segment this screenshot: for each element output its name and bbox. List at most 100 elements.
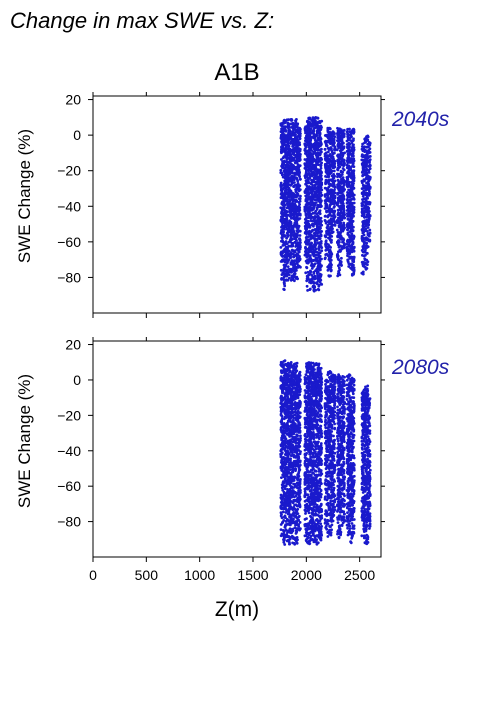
scatter-point-2040s xyxy=(324,164,327,168)
scatter-point-2080s xyxy=(279,501,283,504)
scatter-point-2040s xyxy=(341,245,345,248)
scatter-point-2080s xyxy=(284,474,288,478)
scatter-point-2040s xyxy=(297,197,301,201)
scatter-point-2040s xyxy=(310,277,314,281)
scatter-point-2040s xyxy=(288,188,292,192)
scatter-point-2040s xyxy=(308,280,311,284)
scatter-point-2040s xyxy=(350,131,353,134)
scatter-point-2040s xyxy=(308,160,311,164)
scatter-point-2040s xyxy=(333,132,336,136)
scatter-point-2040s xyxy=(329,146,333,149)
scatter-point-2040s xyxy=(314,234,317,238)
scatter-point-2040s xyxy=(315,175,319,179)
scatter-point-2040s xyxy=(350,135,353,139)
scatter-point-2040s xyxy=(313,285,317,289)
scatter-point-2040s xyxy=(297,167,300,170)
scatter-point-2040s xyxy=(296,179,300,183)
scatter-point-2080s xyxy=(284,423,287,427)
scatter-point-2040s xyxy=(318,148,322,152)
scatter-point-2040s xyxy=(361,271,365,275)
scatter-point-2040s xyxy=(282,225,286,229)
scatter-point-2040s xyxy=(340,143,344,147)
scatter-point-2040s xyxy=(319,178,323,182)
scatter-point-2040s xyxy=(289,230,292,234)
scatter-point-2040s xyxy=(312,127,316,131)
scatter-point-2040s xyxy=(294,245,298,248)
scatter-point-2040s xyxy=(279,181,283,185)
scatter-point-2040s xyxy=(287,205,290,209)
scatter-point-2040s xyxy=(289,142,293,145)
scatter-point-2040s xyxy=(328,127,332,131)
scatter-point-2040s xyxy=(319,216,323,220)
scatter-point-2040s xyxy=(346,214,349,218)
scatter-points-2040s xyxy=(279,116,372,293)
scatter-point-2040s xyxy=(336,183,339,187)
scatter-point-2040s xyxy=(288,208,292,212)
scatter-point-2040s xyxy=(317,283,321,287)
scatter-point-2040s xyxy=(325,144,328,148)
scatter-point-2040s xyxy=(296,182,300,185)
scatter-point-2040s xyxy=(285,143,289,147)
scatter-point-2040s xyxy=(289,222,293,226)
scatter-point-2040s xyxy=(360,237,364,241)
scatter-point-2040s xyxy=(288,161,292,165)
scatter-point-2040s xyxy=(308,287,312,291)
scatter-point-2040s xyxy=(313,133,317,137)
scatter-point-2040s xyxy=(352,165,356,169)
scatter-point-2040s xyxy=(350,232,354,236)
scatter-point-2080s xyxy=(279,375,283,379)
scatter-point-2040s xyxy=(305,167,308,171)
scatter-point-2040s xyxy=(338,273,342,277)
scatter-point-2040s xyxy=(328,222,331,226)
scatter-point-2040s xyxy=(346,181,350,185)
scatter-point-2040s xyxy=(318,260,322,263)
scatter-point-2040s xyxy=(290,225,294,229)
scatter-point-2040s xyxy=(340,173,344,176)
scatter-point-2040s xyxy=(290,259,294,263)
scatter-point-2080s xyxy=(279,534,283,538)
scatter-point-2040s xyxy=(324,182,327,186)
scatter-point-2040s xyxy=(320,158,324,161)
scatter-point-2040s xyxy=(305,266,309,270)
scatter-point-2040s xyxy=(329,254,333,258)
scatter-point-2040s xyxy=(364,262,368,266)
scatter-point-2040s xyxy=(327,173,330,177)
scatter-point-2040s xyxy=(350,176,353,180)
scatter-point-2040s xyxy=(326,215,330,219)
scatter-point-2040s xyxy=(367,171,371,174)
scatter-point-2040s xyxy=(320,283,324,286)
scatter-point-2040s xyxy=(298,257,302,261)
scatter-point-2040s xyxy=(345,223,349,227)
scatter-point-2040s xyxy=(298,217,302,220)
scatter-point-2040s xyxy=(333,146,337,150)
scatter-point-2040s xyxy=(308,229,311,233)
scatter-point-2040s xyxy=(368,164,372,168)
scatter-point-2040s xyxy=(309,254,312,258)
scatter-point-2080s xyxy=(279,449,283,453)
scatter-point-2080s xyxy=(279,496,283,500)
scatter-point-2040s xyxy=(285,158,289,161)
scatter-point-2040s xyxy=(327,243,330,247)
scatter-point-2040s xyxy=(363,250,367,254)
scatter-point-2040s xyxy=(341,167,345,170)
scatter-point-2040s xyxy=(290,191,294,195)
scatter-point-2040s xyxy=(284,209,288,213)
scatter-point-2040s xyxy=(362,213,366,217)
scatter-point-2040s xyxy=(320,142,323,146)
scatter-point-2040s xyxy=(330,151,334,154)
scatter-point-2040s xyxy=(313,147,317,151)
scatter-point-2080s xyxy=(285,441,289,445)
scatter-point-2040s xyxy=(282,282,286,286)
scatter-point-2040s xyxy=(363,215,367,219)
scatter-point-2040s xyxy=(327,198,331,202)
scatter-point-2040s xyxy=(288,198,291,201)
scatter-point-2040s xyxy=(287,135,291,139)
scatter-point-2040s xyxy=(329,142,332,146)
scatter-point-2040s xyxy=(336,208,340,212)
scatter-point-2040s xyxy=(284,211,287,215)
scatter-point-2040s xyxy=(292,147,296,151)
scatter-point-2040s xyxy=(326,248,330,251)
scatter-point-2040s xyxy=(305,162,308,166)
scatter-point-2040s xyxy=(293,259,296,262)
